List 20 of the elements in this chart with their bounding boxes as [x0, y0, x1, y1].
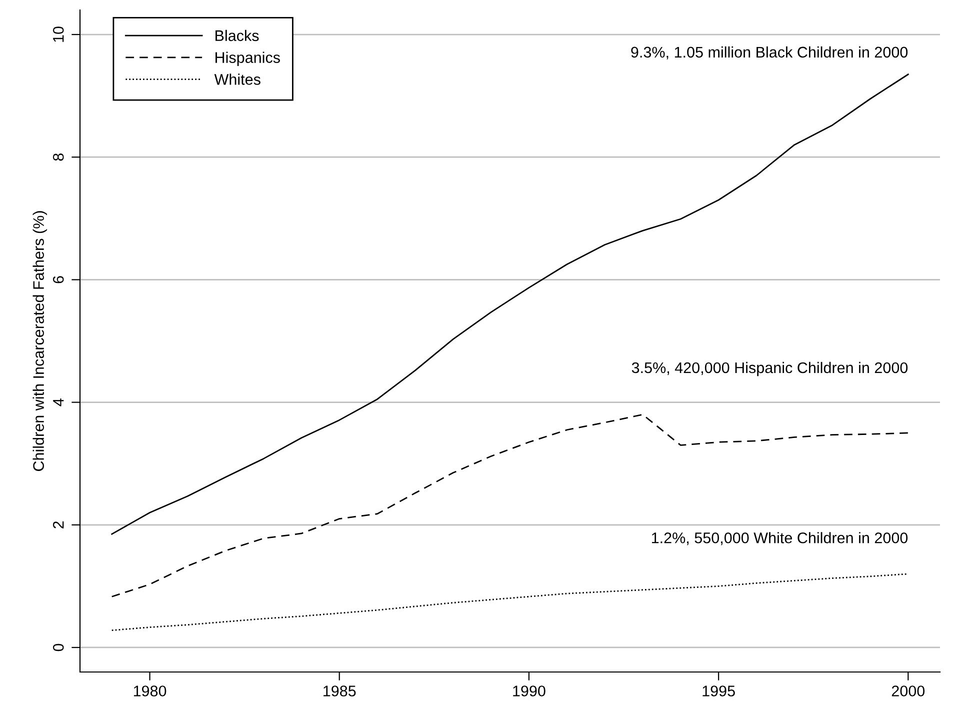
y-tick-label: 2: [52, 521, 64, 528]
x-tick-label: 1990: [513, 686, 546, 696]
line-series: [111, 414, 909, 598]
y-tick-label: 4: [53, 398, 64, 406]
annotation: 9.3%, 1.05 million Black Children in 2000: [631, 46, 908, 60]
line-series: [111, 573, 909, 632]
y-tick-label: 8: [52, 154, 64, 161]
x-tick-label: 2000: [892, 686, 925, 696]
y-tick-label: 0: [52, 644, 64, 652]
y-axis-title: Children with Incarcerated Fathers (%): [32, 211, 47, 471]
annotation: 3.5%, 420,000 Hispanic Children in 2000: [632, 362, 908, 376]
legend-label: Blacks: [216, 30, 259, 42]
legend-label: Hispanics: [216, 52, 280, 66]
legend-label: Whites: [214, 74, 260, 85]
x-tick-label: 1995: [702, 686, 735, 696]
x-tick-label: 1985: [324, 686, 356, 696]
y-tick-label: 6: [52, 276, 64, 284]
x-tick-label: 1980: [134, 686, 166, 696]
y-tick-label: 10: [52, 26, 64, 42]
annotation: 1.2%, 550,000 White Children in 2000: [652, 532, 908, 546]
